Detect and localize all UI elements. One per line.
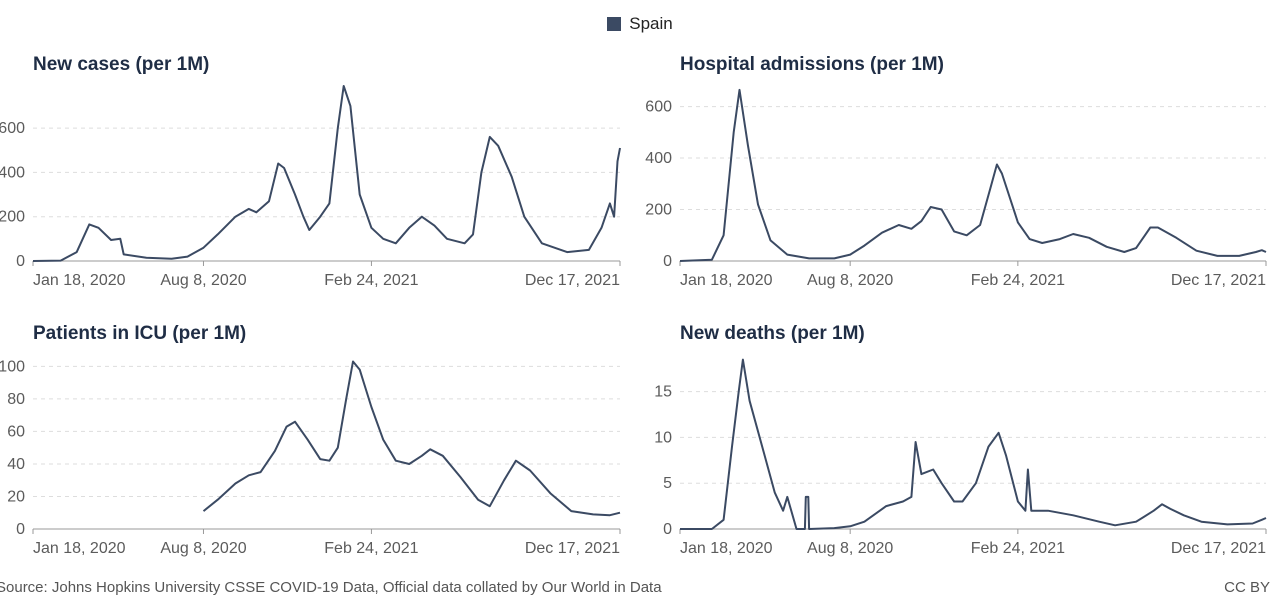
series-line bbox=[202, 360, 621, 517]
legend[interactable]: Spain bbox=[0, 14, 1280, 34]
series-line bbox=[680, 358, 1267, 530]
x-tick-label: Feb 24, 2021 bbox=[324, 540, 418, 557]
y-tick-label: 40 bbox=[7, 456, 25, 473]
y-tick-label: 20 bbox=[7, 488, 25, 505]
y-tick-label: 80 bbox=[7, 391, 25, 408]
x-tick-label: Feb 24, 2021 bbox=[324, 272, 418, 289]
chart-1: New cases (per 1M) 0 200 400 600 Jan 18, 2020… bbox=[0, 54, 621, 289]
source-note: Source: Johns Hopkins University CSSE CO… bbox=[0, 579, 662, 596]
y-tick-label: 600 bbox=[645, 99, 672, 116]
license-link[interactable]: CC BY bbox=[1224, 579, 1270, 596]
y-tick-label: 400 bbox=[645, 150, 672, 167]
x-tick-label: Dec 17, 2021 bbox=[1171, 272, 1266, 289]
chart-title: New deaths (per 1M) bbox=[680, 323, 865, 344]
x-tick-label: Jan 18, 2020 bbox=[680, 540, 773, 557]
x-tick-label: Aug 8, 2020 bbox=[160, 540, 246, 557]
x-tick-label: Jan 18, 2020 bbox=[33, 540, 126, 557]
series-line bbox=[679, 88, 1267, 262]
y-tick-label: 200 bbox=[0, 209, 25, 226]
y-tick-label: 0 bbox=[16, 521, 25, 538]
x-tick-label: Dec 17, 2021 bbox=[525, 540, 620, 557]
chart-title: New cases (per 1M) bbox=[33, 54, 209, 75]
y-tick-label: 0 bbox=[663, 253, 672, 270]
y-tick-label: 15 bbox=[654, 384, 672, 401]
x-tick-label: Aug 8, 2020 bbox=[160, 272, 246, 289]
legend-label: Spain bbox=[629, 14, 673, 33]
y-tick-label: 100 bbox=[0, 358, 25, 375]
chart-4: New deaths (per 1M) 0 5 10 15 Jan 18, 2020 Aug… bbox=[654, 323, 1267, 557]
y-tick-label: 600 bbox=[0, 120, 25, 137]
y-tick-label: 200 bbox=[645, 202, 672, 219]
y-tick-label: 10 bbox=[654, 429, 672, 446]
x-tick-label: Dec 17, 2021 bbox=[525, 272, 620, 289]
y-tick-label: 60 bbox=[7, 423, 25, 440]
chart-2: Hospital admissions (per 1M) 0 200 400 600 Ja… bbox=[645, 54, 1267, 289]
series-line bbox=[32, 85, 621, 262]
chart-3: Patients in ICU (per 1M) 0 20 40 60 80 100 Jan … bbox=[0, 323, 621, 557]
y-tick-label: 5 bbox=[663, 475, 672, 492]
legend-swatch bbox=[607, 17, 622, 31]
x-tick-label: Aug 8, 2020 bbox=[807, 272, 893, 289]
x-tick-label: Feb 24, 2021 bbox=[971, 272, 1065, 289]
x-tick-label: Dec 17, 2021 bbox=[1171, 540, 1266, 557]
chart-title: Hospital admissions (per 1M) bbox=[680, 54, 944, 75]
y-tick-label: 0 bbox=[16, 253, 25, 270]
chart-title: Patients in ICU (per 1M) bbox=[33, 323, 246, 344]
x-tick-label: Feb 24, 2021 bbox=[971, 540, 1065, 557]
x-tick-label: Jan 18, 2020 bbox=[680, 272, 773, 289]
y-tick-label: 0 bbox=[663, 521, 672, 538]
x-tick-label: Jan 18, 2020 bbox=[33, 272, 126, 289]
y-tick-label: 400 bbox=[0, 164, 25, 181]
x-tick-label: Aug 8, 2020 bbox=[807, 540, 893, 557]
